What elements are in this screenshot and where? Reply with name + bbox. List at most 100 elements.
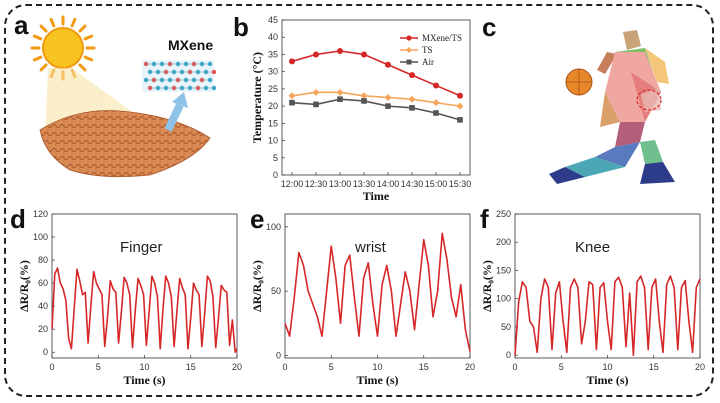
y-tick-label: 250 (496, 209, 511, 219)
y-tick-label: 80 (38, 255, 48, 265)
y-tick-label: 150 (496, 265, 511, 275)
data-point (337, 48, 343, 54)
y-tick-label: 5 (273, 153, 278, 163)
arrow-icon (164, 92, 188, 132)
data-point (457, 117, 463, 123)
y-tick-label: 200 (496, 237, 511, 247)
data-point (456, 102, 464, 110)
finger-label: Finger (120, 239, 163, 256)
panel-letter-d: d (10, 204, 26, 234)
y-axis-title: ΔR/R₀(%) (17, 260, 31, 312)
finger-signal-line (51, 267, 238, 354)
x-tick-label: 20 (465, 362, 475, 372)
x-tick-label: 5 (329, 362, 334, 372)
y-tick-label: 25 (268, 84, 278, 94)
legend-marker (406, 35, 412, 41)
x-tick-label: 12:00 (281, 179, 304, 189)
x-tick-label: 15:30 (449, 179, 472, 189)
figure-frame (4, 4, 714, 397)
legend-marker (406, 47, 412, 53)
x-tick-label: 13:30 (353, 179, 376, 189)
panel-a-illustration: MXene (30, 15, 217, 178)
x-axis-title: Time (s) (586, 373, 628, 387)
data-point (313, 101, 319, 108)
x-tick-label: 10 (139, 362, 149, 372)
legend-entry: MXene/TS (422, 33, 462, 43)
x-tick-label: 15 (419, 362, 429, 372)
series-line-air (291, 98, 461, 121)
data-point (433, 82, 439, 89)
y-tick-label: 60 (38, 278, 48, 288)
data-point (313, 51, 319, 58)
data-point (289, 99, 295, 106)
x-tick-label: 0 (282, 362, 287, 372)
y-tick-label: 50 (271, 286, 281, 296)
data-point (361, 98, 367, 104)
temperature-plot-frame (281, 19, 471, 176)
x-tick-label: 0 (49, 362, 54, 372)
data-point (385, 61, 391, 68)
x-tick-label: 15:00 (425, 179, 448, 189)
y-tick-label: 0 (273, 170, 278, 180)
sensor-marker-icon (636, 89, 662, 111)
legend-entry: TS (422, 45, 433, 55)
y-tick-label: 0 (43, 347, 48, 357)
y-axis-title: Temperature (°C) (250, 52, 264, 143)
y-tick-label: 35 (268, 49, 278, 59)
data-point (457, 92, 463, 99)
x-tick-label: 13:00 (329, 179, 352, 189)
wrist-signal-line (284, 232, 471, 352)
y-tick-label: 20 (38, 324, 48, 334)
finger-plot-frame (51, 213, 238, 359)
wrist-label: wrist (354, 239, 387, 256)
y-tick-label: 20 (268, 101, 278, 111)
x-tick-label: 5 (559, 362, 564, 372)
panel-letter-c: c (482, 12, 497, 42)
data-point (337, 96, 343, 103)
y-tick-label: 100 (266, 222, 281, 232)
y-tick-label: 45 (268, 15, 278, 25)
basketball-icon (565, 68, 593, 96)
panel-letter-e: e (250, 204, 265, 234)
x-tick-label: 10 (602, 362, 612, 372)
panel-letter-a: a (14, 10, 29, 40)
y-tick-label: 40 (268, 32, 278, 42)
panel-letter-b: b (233, 12, 249, 42)
y-tick-label: 100 (33, 232, 48, 242)
y-tick-label: 120 (33, 209, 48, 219)
x-tick-label: 15 (649, 362, 659, 372)
data-point (289, 58, 295, 65)
data-point (384, 94, 392, 101)
mxene-crystal-icon (142, 60, 217, 92)
y-tick-label: 0 (276, 350, 281, 360)
x-tick-label: 14:00 (377, 179, 400, 189)
data-point (360, 92, 368, 100)
y-tick-label: 0 (506, 350, 511, 360)
series-line-mxene-ts (291, 50, 461, 97)
y-tick-label: 10 (268, 136, 278, 146)
mxene-label: MXene (168, 37, 213, 53)
data-point (288, 92, 296, 100)
y-tick-label: 40 (38, 301, 48, 311)
knee-signal-line (514, 275, 701, 356)
x-tick-label: 5 (96, 362, 101, 372)
basketball-player-icon (549, 30, 675, 184)
x-tick-label: 20 (695, 362, 705, 372)
x-axis-title: Time (s) (123, 373, 165, 387)
data-point (312, 88, 320, 96)
y-tick-label: 100 (496, 294, 511, 304)
data-point (408, 95, 416, 103)
x-axis-title: Time (s) (356, 373, 398, 387)
x-tick-label: 12:30 (305, 179, 328, 189)
y-tick-label: 50 (501, 322, 511, 332)
y-axis-title: ΔR/R₀(%) (480, 260, 494, 312)
y-tick-label: 15 (268, 118, 278, 128)
panel-letter-f: f (480, 204, 489, 234)
panel-c-illustration (549, 30, 675, 184)
data-point (409, 72, 415, 79)
data-point (361, 51, 367, 58)
knee-label: Knee (575, 239, 610, 256)
x-tick-label: 20 (232, 362, 242, 372)
